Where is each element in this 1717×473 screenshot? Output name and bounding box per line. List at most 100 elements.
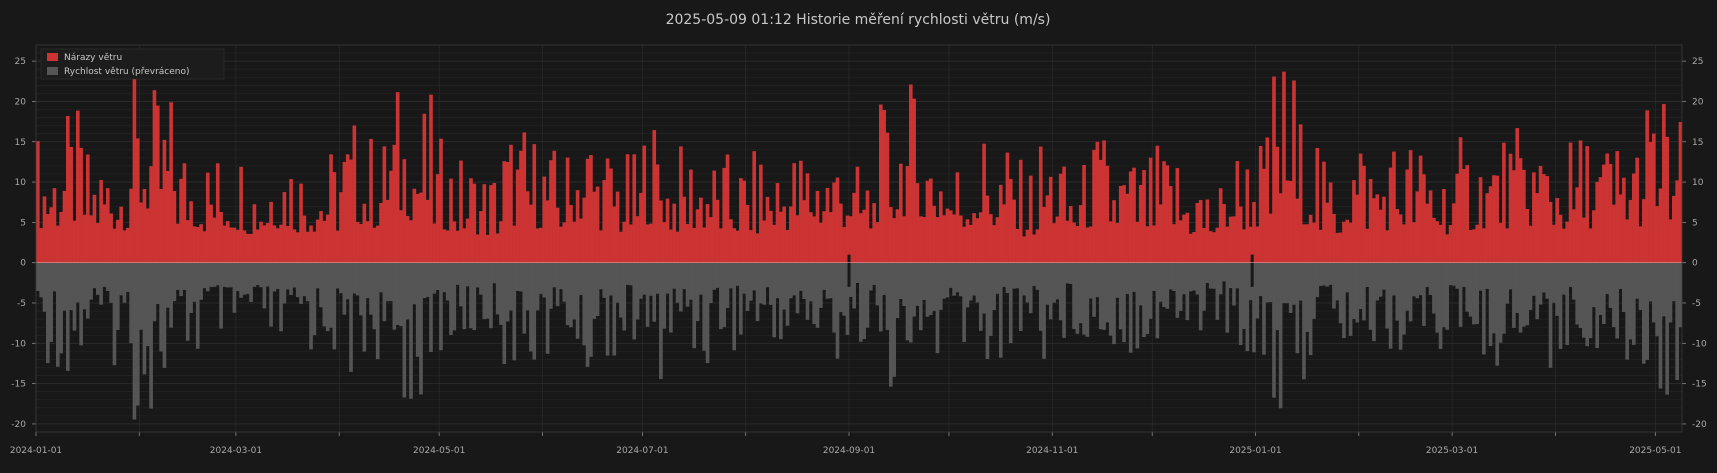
- gust-bar: [382, 146, 387, 263]
- speed-bar: [185, 262, 190, 341]
- speed-bar: [1175, 262, 1180, 318]
- gust-bar: [372, 227, 377, 263]
- speed-bar: [372, 262, 377, 330]
- gust-bar: [1112, 200, 1116, 263]
- speed-bar: [235, 262, 240, 292]
- gust-bar: [1128, 171, 1133, 263]
- speed-bar: [725, 262, 730, 309]
- speed-bar: [769, 262, 773, 305]
- gust-bar: [689, 169, 693, 263]
- gust-bar: [225, 221, 230, 263]
- gust-bar: [1125, 193, 1130, 263]
- speed-bar: [1018, 262, 1023, 332]
- speed-bar: [439, 262, 443, 351]
- gust-bar: [1418, 155, 1423, 263]
- gust-bar: [1345, 219, 1350, 263]
- gust-bar: [1075, 225, 1080, 263]
- speed-bar: [739, 262, 743, 335]
- speed-bar: [1178, 262, 1183, 311]
- speed-bar: [392, 262, 397, 330]
- speed-bar: [112, 262, 117, 366]
- speed-bar: [872, 262, 876, 285]
- gust-bar: [602, 180, 607, 263]
- speed-bar: [575, 262, 580, 339]
- speed-bar: [1645, 262, 1649, 360]
- speed-bar: [1582, 262, 1586, 338]
- speed-bar: [425, 262, 430, 297]
- speed-bar: [1102, 262, 1106, 330]
- gust-bar: [1042, 206, 1046, 263]
- gust-bar: [1535, 193, 1540, 263]
- speed-bar: [745, 262, 750, 311]
- gust-bar: [662, 222, 667, 263]
- gust-bar: [992, 225, 996, 263]
- speed-bar: [1158, 262, 1163, 302]
- gust-bar: [202, 231, 207, 263]
- gust-bar: [1028, 175, 1033, 263]
- gust-bar: [255, 229, 260, 263]
- speed-bar: [65, 262, 70, 371]
- gust-bars: [36, 71, 1683, 263]
- gust-bar: [1255, 226, 1260, 263]
- gust-bar: [502, 161, 507, 263]
- speed-bar: [1302, 262, 1306, 380]
- gust-bar: [355, 221, 360, 263]
- speed-bar: [465, 262, 470, 287]
- speed-bar: [1008, 262, 1013, 344]
- speed-bar: [822, 262, 826, 290]
- speed-bar: [72, 262, 77, 331]
- gust-bar: [868, 228, 873, 263]
- speed-bar: [315, 262, 320, 289]
- speed-bar: [1085, 262, 1090, 337]
- speed-bar: [255, 262, 260, 285]
- speed-bar: [1585, 262, 1590, 347]
- gust-bar: [109, 213, 113, 263]
- gust-bar: [1565, 221, 1570, 263]
- speed-bar: [1655, 262, 1659, 337]
- speed-bar: [1485, 262, 1490, 289]
- gust-bar: [332, 172, 337, 263]
- gust-bar: [702, 227, 707, 263]
- gust-bar: [1555, 198, 1560, 263]
- speed-bar: [685, 262, 690, 307]
- speed-bar: [155, 262, 160, 305]
- gust-bar: [295, 232, 300, 263]
- gust-bar: [1208, 231, 1213, 263]
- speed-bar: [69, 262, 73, 311]
- gust-bar: [249, 233, 253, 263]
- speed-bar: [649, 262, 653, 296]
- y-tick-label-right: 0: [1692, 259, 1698, 269]
- speed-bar: [915, 262, 920, 306]
- gust-bar: [922, 216, 926, 263]
- gust-bar: [392, 144, 397, 263]
- gust-bar: [212, 217, 217, 263]
- speed-bar: [962, 262, 966, 343]
- speed-bar: [202, 262, 207, 289]
- speed-bar: [1095, 262, 1100, 298]
- speed-bar: [645, 262, 650, 327]
- speed-bar: [835, 262, 840, 359]
- speed-bar: [135, 262, 140, 406]
- speed-bar: [422, 262, 427, 299]
- gust-bar: [1135, 221, 1140, 263]
- speed-bar: [1065, 262, 1070, 284]
- gust-bar: [1275, 146, 1280, 263]
- speed-bar: [209, 262, 213, 287]
- gust-bar: [1055, 216, 1060, 263]
- speed-bar: [995, 262, 1000, 294]
- speed-bar: [342, 262, 347, 315]
- gust-bar: [1342, 221, 1346, 263]
- speed-bar: [968, 262, 973, 301]
- gust-bar: [695, 209, 700, 263]
- gust-bar: [352, 125, 357, 263]
- speed-bar: [938, 262, 943, 310]
- gust-bar: [958, 215, 963, 263]
- speed-bar: [1478, 262, 1483, 291]
- gust-bar: [832, 182, 836, 263]
- speed-bar: [82, 262, 87, 310]
- gust-bar: [65, 115, 70, 263]
- gust-bar: [492, 183, 497, 263]
- gust-bar: [769, 210, 773, 263]
- gust-bar: [1062, 166, 1066, 263]
